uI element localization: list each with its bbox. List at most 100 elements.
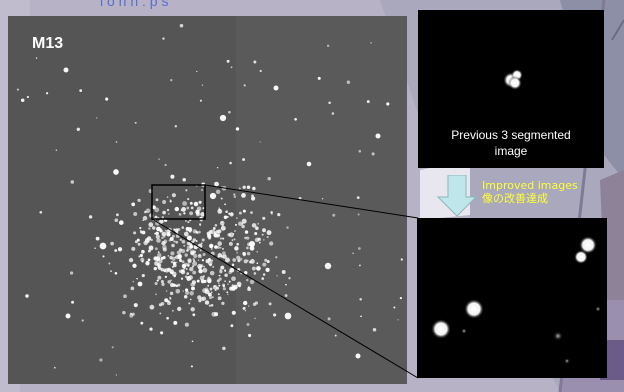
star — [366, 100, 370, 104]
star — [231, 276, 236, 282]
star — [181, 226, 185, 229]
star — [71, 300, 75, 304]
star — [298, 196, 302, 200]
star — [219, 237, 223, 240]
star — [140, 257, 145, 262]
star — [169, 297, 172, 300]
star — [247, 305, 250, 307]
previous-segmented-image — [418, 10, 604, 168]
star — [195, 230, 198, 234]
star — [147, 249, 151, 253]
star — [285, 283, 287, 286]
star — [247, 287, 252, 292]
star — [201, 84, 204, 86]
star — [203, 265, 206, 268]
star — [238, 211, 242, 215]
star — [171, 265, 174, 268]
star — [276, 275, 278, 277]
star — [230, 212, 234, 216]
star — [188, 302, 191, 305]
star — [233, 238, 236, 241]
star — [284, 312, 292, 320]
star — [136, 238, 140, 242]
star — [226, 59, 230, 63]
star — [192, 313, 196, 317]
star — [192, 238, 196, 242]
star — [281, 270, 286, 274]
star — [198, 230, 201, 234]
star — [137, 281, 143, 287]
star — [246, 322, 250, 327]
star — [238, 221, 243, 226]
star — [233, 193, 236, 196]
star — [224, 280, 226, 283]
star — [265, 267, 270, 273]
star — [211, 248, 213, 250]
star — [182, 290, 184, 292]
improvement-label-ja: 像の改善達成 — [482, 192, 548, 205]
star — [148, 227, 151, 230]
star — [187, 221, 190, 224]
star — [20, 98, 25, 102]
star — [111, 346, 114, 349]
star — [188, 218, 192, 222]
star — [230, 66, 233, 69]
star — [277, 212, 281, 217]
object-label: M13 — [32, 35, 64, 52]
star — [326, 44, 330, 48]
star — [242, 306, 246, 310]
star — [63, 67, 69, 73]
star — [243, 84, 246, 87]
star — [251, 194, 254, 198]
star — [221, 301, 225, 306]
star — [155, 221, 160, 226]
star — [209, 192, 217, 200]
star — [162, 255, 166, 259]
star — [166, 231, 171, 237]
star — [227, 283, 229, 285]
star — [183, 295, 188, 299]
star — [236, 251, 239, 254]
star — [397, 319, 399, 321]
star — [214, 285, 216, 288]
star — [218, 277, 222, 281]
star — [216, 166, 219, 169]
star — [214, 223, 218, 227]
star — [202, 207, 205, 210]
star — [190, 245, 193, 248]
star — [162, 37, 165, 40]
star — [372, 328, 377, 332]
star — [240, 272, 243, 275]
star — [79, 89, 83, 92]
star — [219, 269, 223, 274]
star — [229, 161, 232, 165]
star — [201, 189, 203, 191]
star — [131, 202, 136, 207]
star — [140, 253, 143, 257]
star — [190, 365, 193, 368]
star — [166, 196, 169, 198]
star — [263, 239, 265, 241]
star — [217, 293, 220, 296]
improved-segmented-image — [417, 218, 607, 378]
star — [149, 304, 155, 310]
star — [222, 346, 226, 351]
star — [142, 215, 148, 221]
star — [176, 250, 182, 255]
star — [261, 277, 265, 280]
star — [190, 206, 194, 210]
star — [266, 236, 269, 239]
star — [286, 226, 289, 229]
star — [227, 293, 229, 296]
star — [156, 279, 159, 282]
star — [218, 282, 220, 285]
star — [244, 230, 249, 234]
star — [355, 353, 361, 359]
star — [253, 60, 257, 64]
star — [246, 185, 251, 189]
star — [262, 273, 266, 276]
star — [202, 267, 208, 273]
star — [241, 193, 246, 198]
star — [201, 182, 206, 187]
star — [262, 216, 266, 220]
